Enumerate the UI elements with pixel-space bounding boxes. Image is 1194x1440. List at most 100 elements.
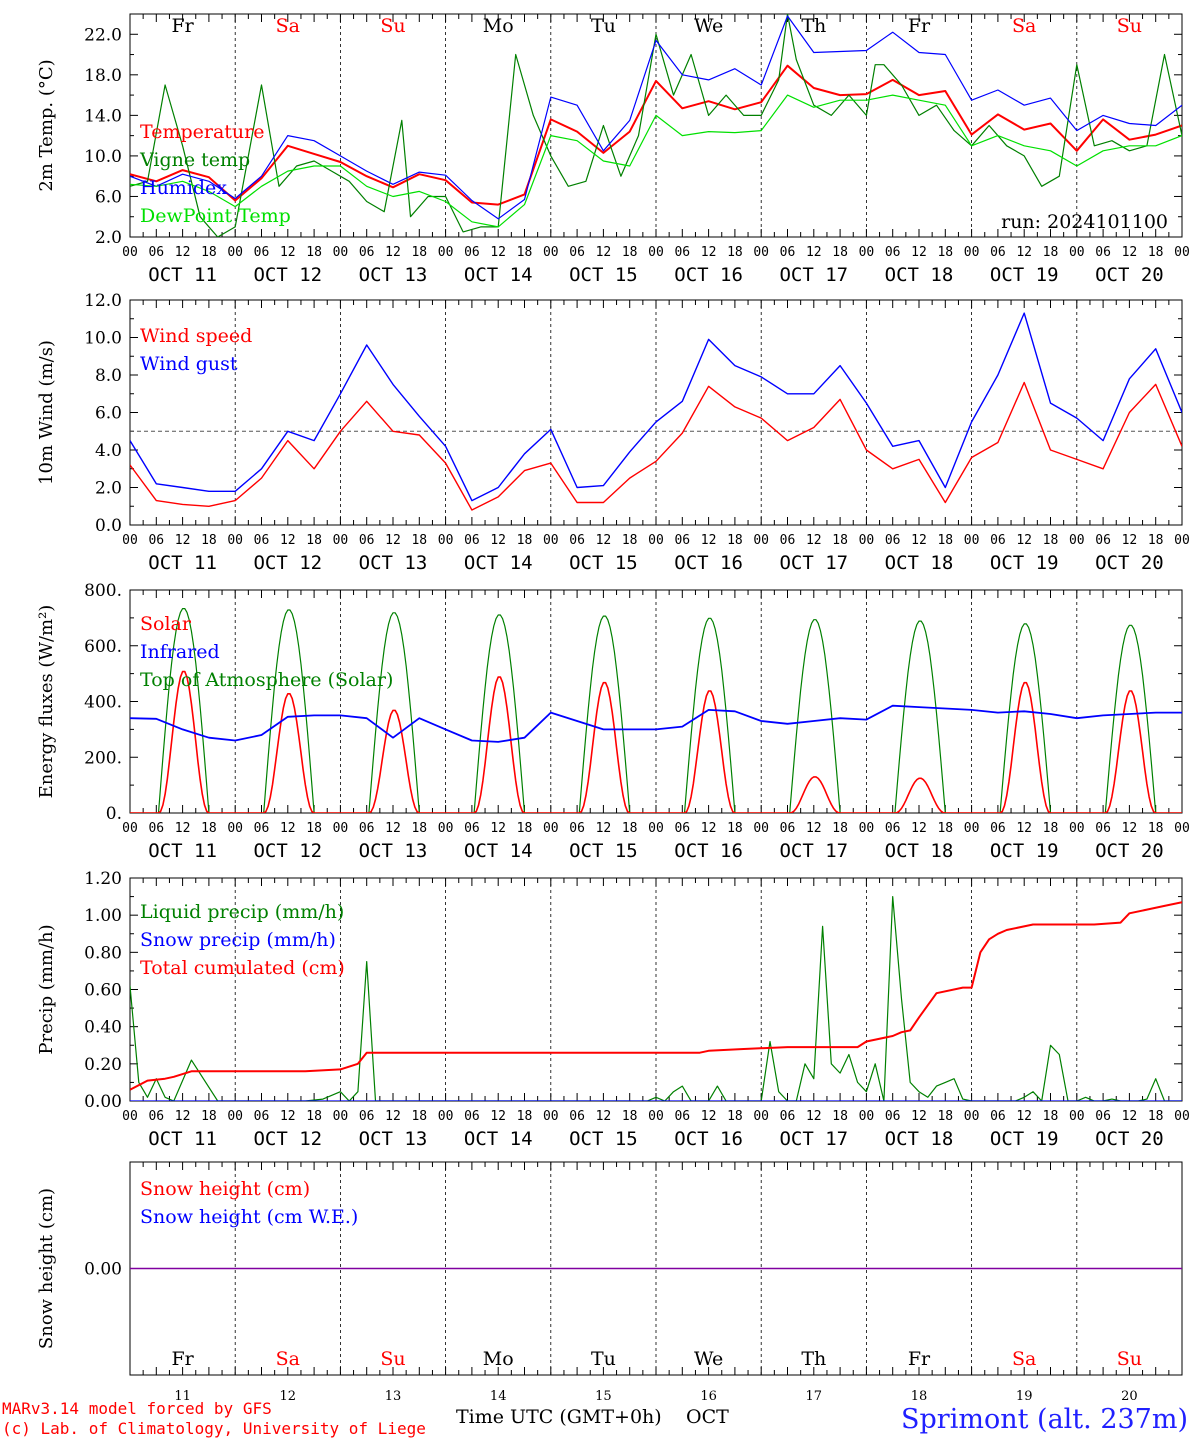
- hour-tick-label: 12: [701, 245, 717, 260]
- hour-tick-label: 18: [622, 1109, 638, 1124]
- hour-tick-label: 00: [543, 245, 559, 260]
- hour-tick-label: 06: [464, 533, 480, 548]
- series-group: [130, 895, 1182, 1101]
- y-axis-label: 10m Wind (m/s): [36, 340, 57, 485]
- hour-tick-label: 06: [1095, 1109, 1111, 1124]
- hour-tick-label: 00: [753, 245, 769, 260]
- hour-tick-label: 06: [885, 245, 901, 260]
- hour-tick-label: 00: [227, 245, 243, 260]
- hour-tick-label: 18: [1148, 245, 1164, 260]
- hour-tick-label: 00: [753, 533, 769, 548]
- hour-tick-label: 18: [201, 245, 217, 260]
- day-name-label: Fr: [171, 1348, 194, 1370]
- date-label: OCT 15: [569, 1128, 638, 1150]
- y-tick-label: 10.0: [84, 147, 122, 167]
- hour-tick-label: 06: [885, 533, 901, 548]
- day-number-label: 11: [174, 1389, 191, 1404]
- hour-tick-label: 18: [727, 245, 743, 260]
- y-axis-label: 2m Temp. (°C): [36, 59, 57, 191]
- hour-tick-label: 12: [806, 245, 822, 260]
- series-line: [130, 607, 1182, 813]
- series-group: [130, 607, 1182, 813]
- y-tick-label: 600.: [84, 637, 122, 657]
- hour-tick-label: 06: [780, 245, 796, 260]
- date-label: OCT 20: [1095, 1128, 1164, 1150]
- day-number-label: 14: [490, 1389, 507, 1404]
- hour-tick-label: 00: [122, 821, 138, 836]
- hour-tick-label: 06: [885, 1109, 901, 1124]
- hour-tick-label: 12: [490, 245, 506, 260]
- hour-tick-label: 12: [490, 821, 506, 836]
- hour-tick-label: 18: [517, 1109, 533, 1124]
- day-name-label: Sa: [276, 15, 300, 37]
- date-label: OCT 16: [674, 264, 743, 286]
- legend-entry: Liquid precip (mm/h): [140, 901, 344, 923]
- date-label: OCT 13: [359, 1128, 428, 1150]
- y-tick-label: 6.0: [95, 187, 122, 207]
- date-label: OCT 11: [148, 1128, 217, 1150]
- hour-tick-label: 00: [438, 1109, 454, 1124]
- legend-entry: Infrared: [140, 641, 220, 663]
- y-tick-label: 10.0: [84, 329, 122, 349]
- y-tick-label: 12.0: [84, 291, 122, 311]
- day-name-label: Mo: [483, 15, 514, 37]
- day-name-label: Su: [380, 15, 405, 37]
- day-name-label: Fr: [171, 15, 194, 37]
- day-name-label: Tu: [591, 1348, 616, 1370]
- y-tick-label: 0.00: [84, 1092, 122, 1112]
- y-tick-label: 2.0: [95, 479, 122, 499]
- hour-tick-label: 00: [438, 533, 454, 548]
- hour-tick-label: 12: [1016, 533, 1032, 548]
- date-label: OCT 20: [1095, 264, 1164, 286]
- series-line: [130, 312, 1182, 502]
- y-tick-label: 1.20: [84, 869, 122, 889]
- date-label: OCT 15: [569, 552, 638, 574]
- hour-tick-label: 18: [1148, 1109, 1164, 1124]
- panel-temperature: 2.0 6.0 10.0 14.0 18.0 22.0 2m Temp. (°C) Fr Sa S…: [36, 13, 1190, 286]
- hour-tick-label: 00: [1174, 533, 1190, 548]
- hour-tick-label: 18: [517, 245, 533, 260]
- legend-entry: Total cumulated (cm): [140, 957, 345, 979]
- series-line: [130, 704, 1182, 743]
- hour-tick-label: 06: [464, 1109, 480, 1124]
- hour-tick-label: 00: [859, 1109, 875, 1124]
- y-tick-label: 2.0: [95, 228, 122, 248]
- day-number-label: 16: [700, 1389, 717, 1404]
- date-label: OCT 19: [990, 552, 1059, 574]
- day-name-label: Su: [1117, 15, 1142, 37]
- plot-frame: [129, 299, 1183, 526]
- legend-entry: Snow height (cm W.E.): [140, 1206, 358, 1228]
- date-label: OCT 14: [464, 1128, 533, 1150]
- hour-tick-label: 06: [674, 821, 690, 836]
- date-label: OCT 11: [148, 264, 217, 286]
- series-line: [130, 94, 1182, 228]
- hour-tick-label: 18: [1043, 821, 1059, 836]
- model-credit-line1: MARv3.14 model forced by GFS: [2, 1399, 272, 1418]
- day-name-label: Sa: [1012, 1348, 1036, 1370]
- hour-tick-label: 00: [543, 1109, 559, 1124]
- hour-tick-label: 12: [1016, 245, 1032, 260]
- date-label: OCT 13: [359, 264, 428, 286]
- day-name-label: Fr: [908, 15, 931, 37]
- hour-tick-label: 18: [937, 533, 953, 548]
- hour-tick-label: 12: [701, 821, 717, 836]
- y-tick-label: 400.: [84, 693, 122, 713]
- legend-entry: Top of Atmosphere (Solar): [140, 669, 393, 691]
- date-label: OCT 14: [464, 264, 533, 286]
- hour-tick-label: 06: [674, 1109, 690, 1124]
- series-line: [130, 895, 1182, 1101]
- day-number-label: 12: [280, 1389, 297, 1404]
- hour-tick-label: 12: [385, 1109, 401, 1124]
- legend-entry: Snow height (cm): [140, 1178, 310, 1200]
- hour-tick-label: 12: [701, 1109, 717, 1124]
- hour-tick-label: 06: [569, 1109, 585, 1124]
- hour-tick-label: 18: [517, 821, 533, 836]
- hour-tick-label: 18: [1148, 821, 1164, 836]
- hour-tick-label: 18: [201, 533, 217, 548]
- hour-tick-label: 00: [543, 533, 559, 548]
- hour-tick-label: 06: [359, 533, 375, 548]
- hour-tick-label: 12: [596, 245, 612, 260]
- hour-tick-label: 06: [1095, 245, 1111, 260]
- hour-tick-label: 12: [490, 1109, 506, 1124]
